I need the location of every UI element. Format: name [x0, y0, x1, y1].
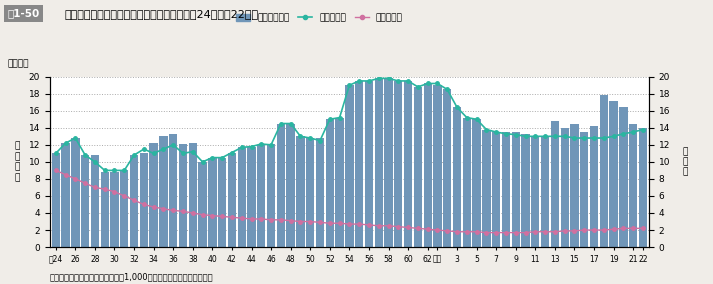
Bar [169, 134, 178, 247]
Bar [179, 144, 187, 247]
Bar [345, 85, 354, 247]
Bar [237, 147, 246, 247]
Bar [550, 121, 559, 247]
Bar [590, 126, 598, 247]
Bar [120, 170, 128, 247]
Bar [257, 145, 265, 247]
Y-axis label: 検
挙
人
員: 検 挙 人 員 [14, 142, 20, 182]
Bar [247, 147, 256, 247]
Bar [443, 89, 451, 247]
Text: 図1-50: 図1-50 [7, 9, 39, 18]
Bar [306, 138, 314, 247]
Bar [316, 138, 324, 247]
Bar [414, 87, 422, 247]
Bar [404, 81, 412, 247]
Y-axis label: 人
口
比: 人 口 比 [682, 147, 687, 177]
Bar [570, 124, 579, 247]
Bar [541, 136, 549, 247]
Bar [150, 143, 158, 247]
Bar [424, 83, 432, 247]
Bar [502, 132, 510, 247]
Bar [512, 132, 520, 247]
Bar [71, 138, 80, 247]
Bar [619, 106, 627, 247]
Bar [208, 158, 217, 247]
Bar [130, 155, 138, 247]
Bar [610, 101, 617, 247]
Text: 注：人口比とは、同年齢層の人口1,000人当たりの検挙人員をいう。: 注：人口比とは、同年齢層の人口1,000人当たりの検挙人員をいう。 [50, 272, 213, 281]
Bar [639, 128, 647, 247]
Bar [227, 153, 236, 247]
Bar [287, 124, 294, 247]
Bar [189, 143, 197, 247]
Bar [111, 172, 118, 247]
Bar [91, 155, 99, 247]
Bar [473, 119, 481, 247]
Bar [159, 136, 168, 247]
Bar [51, 153, 60, 247]
Bar [492, 132, 501, 247]
Bar [560, 128, 569, 247]
Bar [267, 144, 275, 247]
Bar [365, 81, 373, 247]
Bar [600, 95, 608, 247]
Bar [81, 155, 89, 247]
Bar [297, 136, 304, 247]
Text: 刑法犯少年の検挙人員・人口比の推移（昭和24～平成22年）: 刑法犯少年の検挙人員・人口比の推移（昭和24～平成22年） [64, 9, 258, 18]
Bar [61, 143, 70, 247]
Bar [198, 162, 207, 247]
Bar [394, 81, 402, 247]
Bar [277, 124, 285, 247]
Legend: 少年検挙人員, 少年人口比, 成人人口比: 少年検挙人員, 少年人口比, 成人人口比 [232, 10, 406, 26]
Bar [521, 134, 530, 247]
Bar [218, 158, 226, 247]
Bar [140, 153, 148, 247]
Bar [355, 81, 364, 247]
Bar [326, 119, 334, 247]
Bar [629, 124, 637, 247]
Bar [453, 107, 461, 247]
Text: （万人）: （万人） [8, 59, 29, 68]
Bar [384, 78, 393, 247]
Bar [434, 85, 441, 247]
Bar [335, 118, 344, 247]
Bar [374, 78, 383, 247]
Bar [463, 118, 471, 247]
Bar [580, 132, 588, 247]
Bar [101, 172, 109, 247]
Bar [531, 136, 540, 247]
Bar [482, 130, 491, 247]
